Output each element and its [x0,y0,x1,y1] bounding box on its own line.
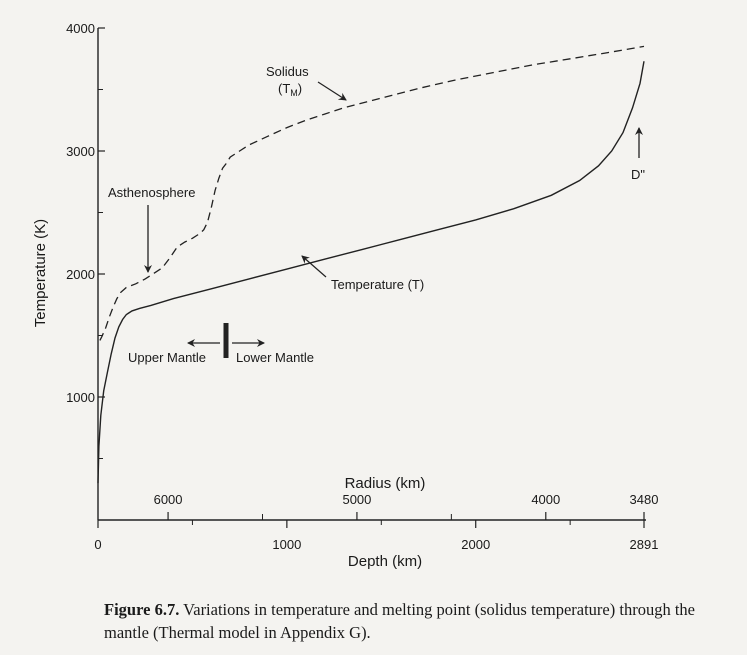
caption-text: Variations in temperature and melting po… [104,600,695,642]
asthenosphere-label: Asthenosphere [108,185,195,200]
x-tick-label: 2891 [630,537,659,552]
caption-label: Figure 6.7. [104,600,180,619]
solidus-symbol-label: (TM) [278,81,302,98]
x-tick-label: 0 [94,537,101,552]
y-tick-label: 4000 [66,21,95,36]
radius-tick-label: 5000 [342,492,371,507]
radius-axis-title: Radius (km) [345,475,426,492]
d-double-prime-label: D" [631,167,645,182]
y-axis-title: Temperature (K) [32,219,49,327]
lower-mantle-label: Lower Mantle [236,350,314,365]
radius-tick-label: 3480 [630,492,659,507]
temperature-line [97,61,645,484]
solidus-label: Solidus [266,64,309,79]
temperature-label: Temperature (T) [331,277,424,292]
x-tick-label: 1000 [272,537,301,552]
radius-tick-label: 6000 [154,492,183,507]
solidus-pointer [317,81,347,101]
boundary-bar [223,323,229,358]
x-tick-label: 2000 [461,537,490,552]
y-tick-label: 1000 [66,390,95,405]
figure-caption: Figure 6.7. Variations in temperature an… [104,598,740,644]
y-tick-label: 2000 [66,267,95,282]
y-tick-label: 3000 [66,144,95,159]
temperature-pointer [301,255,327,278]
upper-mantle-label: Upper Mantle [128,350,206,365]
radius-tick-label: 4000 [531,492,560,507]
x-axis-title: Depth (km) [348,553,422,570]
solidus-line [99,45,645,341]
